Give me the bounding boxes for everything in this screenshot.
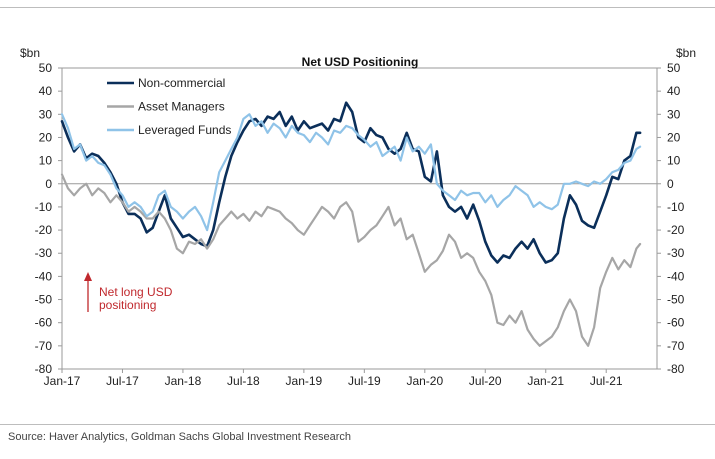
y-tick-label-right: 0: [667, 177, 674, 191]
source-note: Source: Haver Analytics, Goldman Sachs G…: [8, 431, 351, 443]
y-unit-right: $bn: [676, 46, 696, 60]
y-tick-label-left: -10: [35, 200, 53, 214]
y-tick-label-left: 10: [39, 154, 53, 168]
annotation-text: Net long USD: [99, 285, 173, 299]
y-tick-label-left: -20: [35, 223, 53, 237]
legend-label: Leveraged Funds: [138, 123, 231, 137]
y-tick-label-left: -40: [35, 269, 53, 283]
legend-label: Asset Managers: [138, 100, 225, 114]
y-tick-label-left: 50: [39, 61, 53, 75]
x-tick-label: Jan-19: [286, 374, 323, 388]
plot-frame: [61, 67, 658, 370]
x-tick-label: Jan-21: [527, 374, 564, 388]
y-tick-label-right: -30: [667, 246, 685, 260]
x-tick-label: Jul-21: [590, 374, 623, 388]
y-tick-label-left: -30: [35, 246, 53, 260]
y-tick-label-right: -80: [667, 362, 685, 376]
bottom-rule: [0, 424, 715, 425]
legend-label: Non-commercial: [138, 76, 225, 90]
y-unit-left: $bn: [20, 46, 40, 60]
y-tick-label-left: -50: [35, 293, 53, 307]
y-tick-label-left: 20: [39, 130, 53, 144]
x-tick-label: Jan-20: [406, 374, 443, 388]
y-tick-label-right: 20: [667, 130, 681, 144]
x-tick-label: Jul-19: [348, 374, 381, 388]
x-tick-label: Jul-20: [469, 374, 502, 388]
y-tick-label-right: -10: [667, 200, 685, 214]
annotation-arrow-head: [84, 272, 92, 281]
y-tick-label-right: -50: [667, 293, 685, 307]
chart-title: Net USD Positioning: [302, 55, 419, 69]
y-tick-label-right: -60: [667, 316, 685, 330]
y-tick-label-left: -80: [35, 362, 53, 376]
top-rule: [0, 7, 715, 8]
y-tick-label-left: 40: [39, 84, 53, 98]
y-tick-label-right: -20: [667, 223, 685, 237]
chart: 50 50 40 40 30 30 20 20 10 10 0 0 -10 -10 -20 -20 -30 -30…: [20, 46, 696, 388]
x-tick-label: Jul-18: [227, 374, 260, 388]
y-tick-label-left: -70: [35, 339, 53, 353]
y-tick-label-left: -60: [35, 316, 53, 330]
y-tick-label-right: 50: [667, 61, 681, 75]
y-tick-label-right: -40: [667, 269, 685, 283]
y-tick-label-right: 30: [667, 107, 681, 121]
x-tick-label: Jan-17: [44, 374, 81, 388]
series-line-leveraged-funds: [60, 113, 642, 232]
x-tick-label: Jul-17: [106, 374, 139, 388]
x-tick-label: Jan-18: [165, 374, 202, 388]
y-tick-label-right: 10: [667, 154, 681, 168]
y-tick-label-left: 30: [39, 107, 53, 121]
y-tick-label-left: 0: [45, 177, 52, 191]
y-tick-label-right: -70: [667, 339, 685, 353]
y-tick-label-right: 40: [667, 84, 681, 98]
series-line-asset-managers: [60, 173, 642, 347]
annotation-text: positioning: [99, 298, 156, 312]
